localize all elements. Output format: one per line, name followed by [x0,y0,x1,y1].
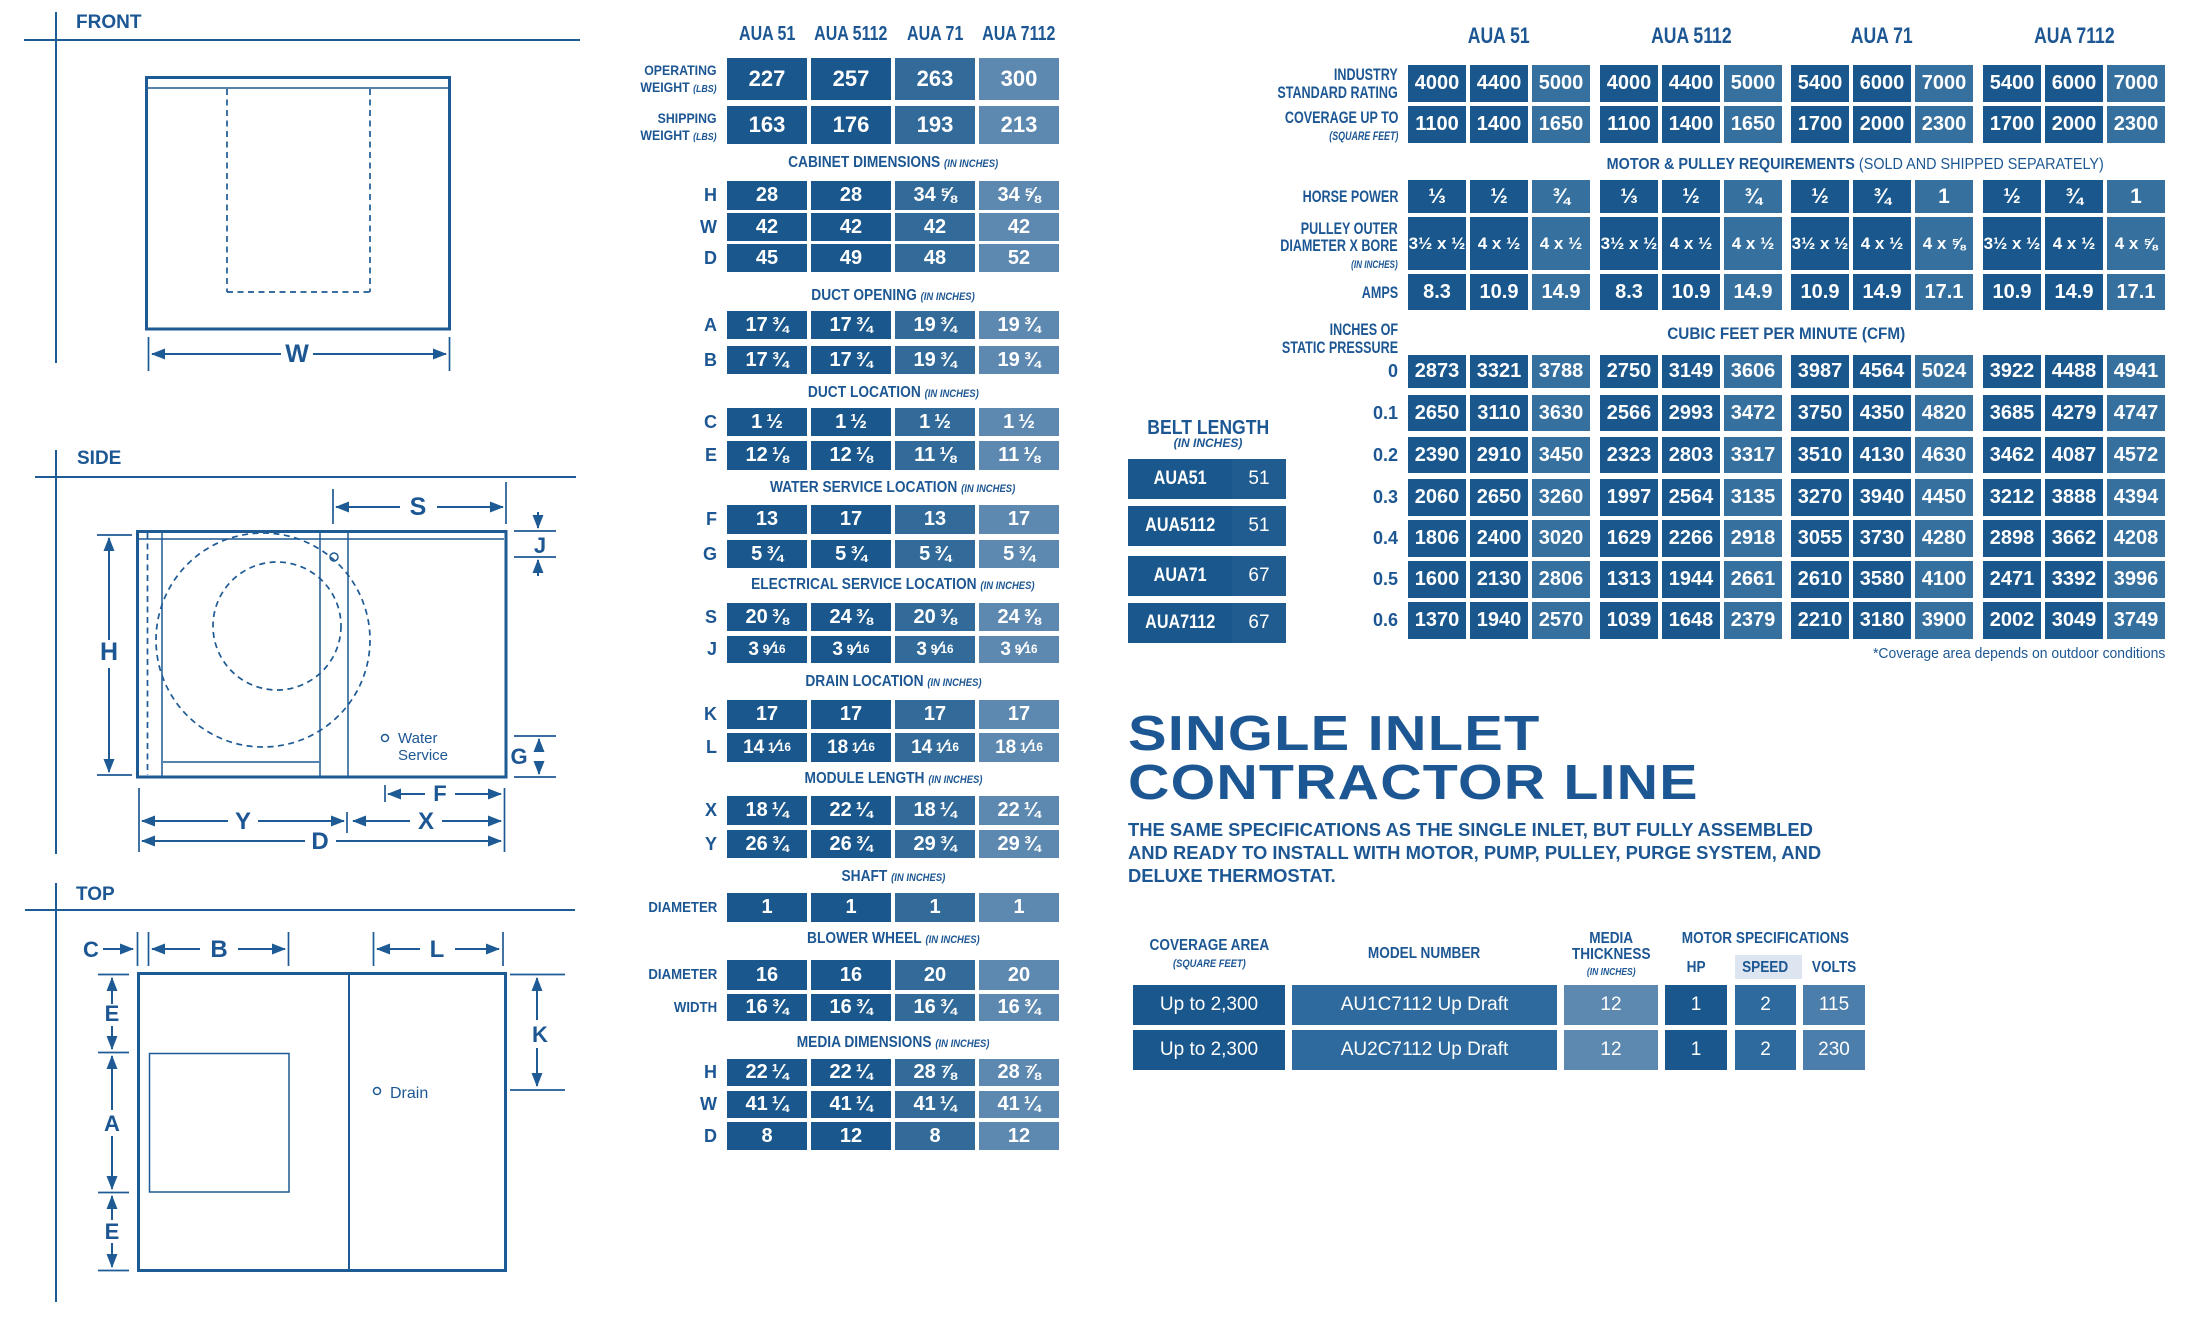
svg-text:K: K [532,1022,548,1047]
svg-text:C: C [83,937,99,962]
svg-text:FRONT: FRONT [76,12,142,33]
svg-text:Water: Water [398,730,437,747]
svg-text:SIDE: SIDE [77,448,121,469]
svg-text:F: F [433,781,446,806]
svg-text:E: E [105,1219,120,1244]
svg-text:W: W [285,340,309,368]
svg-text:J: J [534,533,546,558]
svg-text:E: E [105,1001,120,1026]
svg-text:A: A [104,1111,120,1136]
svg-text:L: L [430,936,445,963]
svg-text:Y: Y [235,808,251,835]
svg-text:S: S [410,493,427,521]
svg-text:G: G [510,744,527,769]
svg-text:H: H [100,638,118,666]
svg-text:X: X [418,808,434,835]
svg-text:D: D [311,828,328,855]
svg-text:Drain: Drain [390,1085,428,1102]
svg-text:B: B [210,936,227,963]
svg-text:TOP: TOP [76,884,115,905]
svg-text:Service: Service [398,747,448,764]
